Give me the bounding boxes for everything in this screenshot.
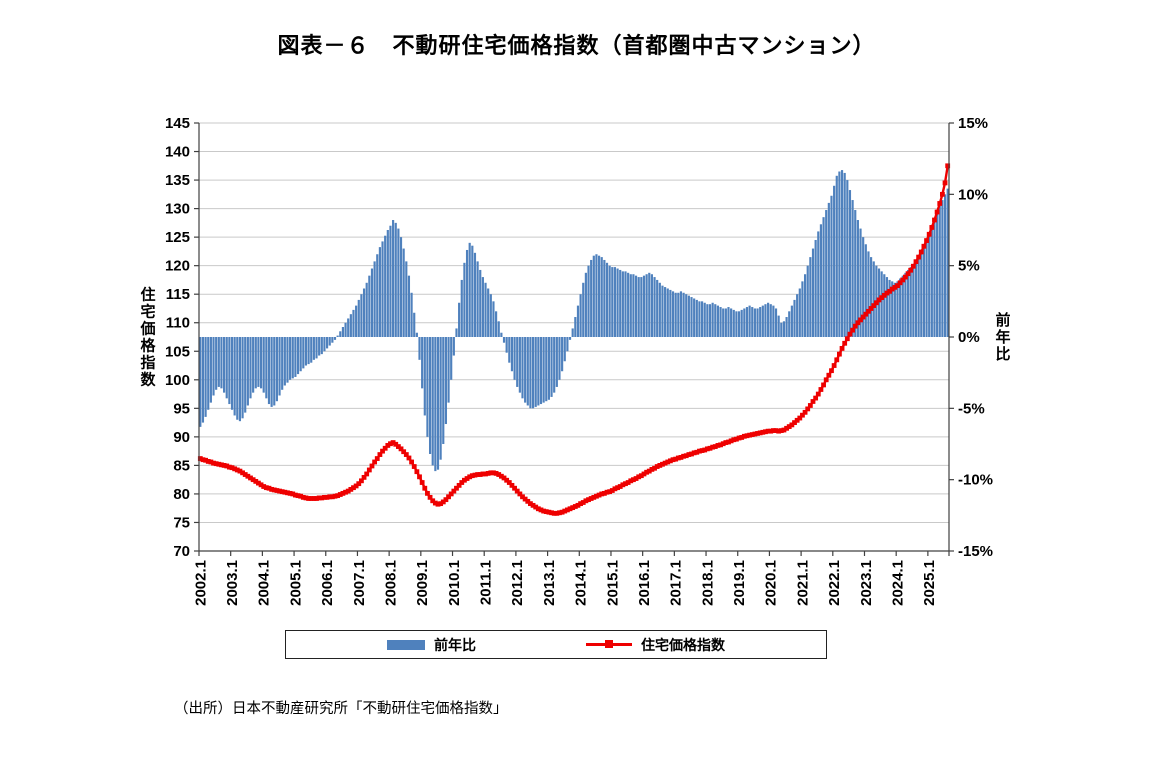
x-axis-tick: 2016.1	[636, 560, 653, 606]
left-axis-tick: 70	[173, 543, 190, 560]
gridlines	[199, 122, 949, 552]
x-axis-tick: 2003.1	[224, 560, 241, 606]
left-axis-tick: 120	[165, 258, 190, 275]
x-axis-tick: 2017.1	[668, 560, 685, 606]
x-axis-tick: 2008.1	[382, 560, 399, 606]
x-axis-tick: 2020.1	[763, 560, 780, 606]
x-axis-tick: 2015.1	[604, 560, 621, 606]
legend-item-yoy: 前年比	[387, 635, 476, 655]
x-axis-tick: 2021.1	[794, 560, 811, 606]
x-axis-tick: 2005.1	[287, 560, 304, 606]
left-axis-tick: 135	[165, 172, 190, 189]
left-axis-tick: 105	[165, 343, 190, 360]
x-axis-tick: 2012.1	[509, 560, 526, 606]
chart-plot: 70 75 80 85 90 95 100 105 110 115 120 125 130 135 140 1…	[139, 115, 1010, 606]
axis-tick-labels: 70 75 80 85 90 95 100 105 110 115 120 125 130 135 140 1…	[165, 115, 993, 606]
right-axis-tick: -15%	[958, 543, 993, 560]
left-axis-tick: 85	[173, 457, 190, 474]
chart-title: 図表－６ 不動研住宅価格指数（首都圏中古マンション）	[277, 33, 876, 58]
left-axis-title: 住宅価格指数	[139, 286, 156, 389]
right-axis-tick: 10%	[958, 186, 988, 203]
x-axis-tick: 2011.1	[478, 560, 495, 605]
line-swatch-icon	[586, 638, 632, 651]
legend-label-index: 住宅価格指数	[641, 636, 725, 653]
right-axis-tick: 5%	[958, 258, 980, 275]
left-axis-tick: 130	[165, 201, 190, 218]
right-axis-title: 前年比	[995, 311, 1010, 363]
left-axis-tick: 80	[173, 486, 190, 503]
x-axis-tick: 2013.1	[541, 560, 558, 606]
left-axis-tick: 75	[173, 514, 190, 531]
line-swatch-marker-icon	[605, 640, 613, 648]
x-axis-tick: 2019.1	[731, 560, 748, 606]
chart-legend: 前年比 住宅価格指数	[285, 630, 827, 659]
x-axis-tick: 2007.1	[351, 560, 368, 606]
left-axis-tick: 90	[173, 429, 190, 446]
x-axis-tick: 2014.1	[573, 560, 590, 606]
left-axis-tick: 95	[173, 400, 190, 417]
left-axis-tick: 100	[165, 372, 190, 389]
x-axis-tick: 2018.1	[699, 560, 716, 606]
left-axis-tick: 125	[165, 229, 190, 246]
x-axis-tick: 2010.1	[446, 560, 463, 606]
left-axis-tick: 110	[166, 315, 190, 332]
right-axis-tick: 0%	[958, 329, 980, 346]
legend-label-yoy: 前年比	[434, 636, 476, 653]
right-axis-tick: 15%	[958, 115, 988, 132]
left-axis-tick: 115	[166, 286, 190, 303]
source-note: （出所）日本不動産研究所「不動研住宅価格指数」	[174, 701, 508, 717]
x-axis-tick: 2024.1	[890, 560, 907, 606]
yoy-bars-series	[199, 170, 949, 472]
legend-item-index: 住宅価格指数	[586, 635, 725, 655]
right-axis-tick: -5%	[958, 400, 985, 417]
left-axis-tick: 140	[165, 144, 190, 161]
bar-swatch-icon	[387, 639, 425, 650]
axes	[194, 122, 954, 556]
x-axis-tick: 2009.1	[414, 560, 431, 606]
x-axis-tick: 2004.1	[256, 560, 273, 606]
right-axis-tick: -10%	[958, 472, 993, 489]
x-axis-tick: 2025.1	[921, 560, 938, 606]
x-axis-tick: 2023.1	[858, 560, 875, 606]
left-axis-tick: 145	[165, 115, 190, 132]
x-axis-tick: 2002.1	[192, 560, 209, 606]
price-index-line-series	[197, 163, 951, 516]
x-axis-tick: 2022.1	[826, 560, 843, 606]
x-axis-tick: 2006.1	[319, 560, 336, 606]
